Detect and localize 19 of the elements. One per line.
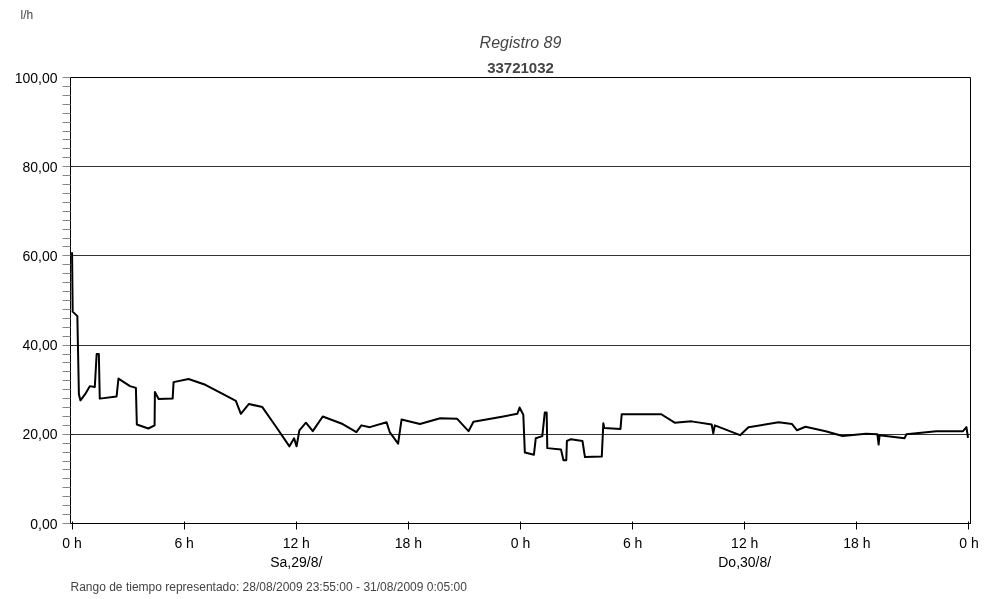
x-tick-label: 18 h	[394, 534, 423, 551]
text: Rango de tiempo representado: 28/08/2009 23:55:00 - 31/08/2009 0:05:00	[70, 579, 468, 594]
x-tick-label: 6 h	[174, 534, 194, 551]
y-tick-label: 60,00	[22, 247, 58, 264]
x-tick-label: 0 h	[959, 534, 979, 551]
y-tick-label: 0,00	[30, 515, 58, 532]
y-tick-label: 40,00	[22, 337, 58, 354]
chart-title: Registro 89	[479, 33, 562, 51]
y-tick-label: 20,00	[22, 426, 58, 443]
x-tick-label: 12 h Do,30/8/	[718, 534, 772, 570]
x-tick-label: 18 h	[843, 534, 871, 551]
y-tick-label: 80,00	[22, 158, 58, 175]
y-axis-title: l/h	[20, 7, 34, 22]
chart-subtitle: 33721032	[487, 58, 554, 76]
x-tick-label: 12 h Sa,29/8/	[270, 534, 323, 570]
y-tick-label: 100,00	[14, 69, 58, 86]
x-tick-label: 0 h	[510, 534, 531, 551]
x-tick-label: 6 h	[622, 534, 643, 551]
x-tick-label: 0 h	[62, 534, 82, 551]
